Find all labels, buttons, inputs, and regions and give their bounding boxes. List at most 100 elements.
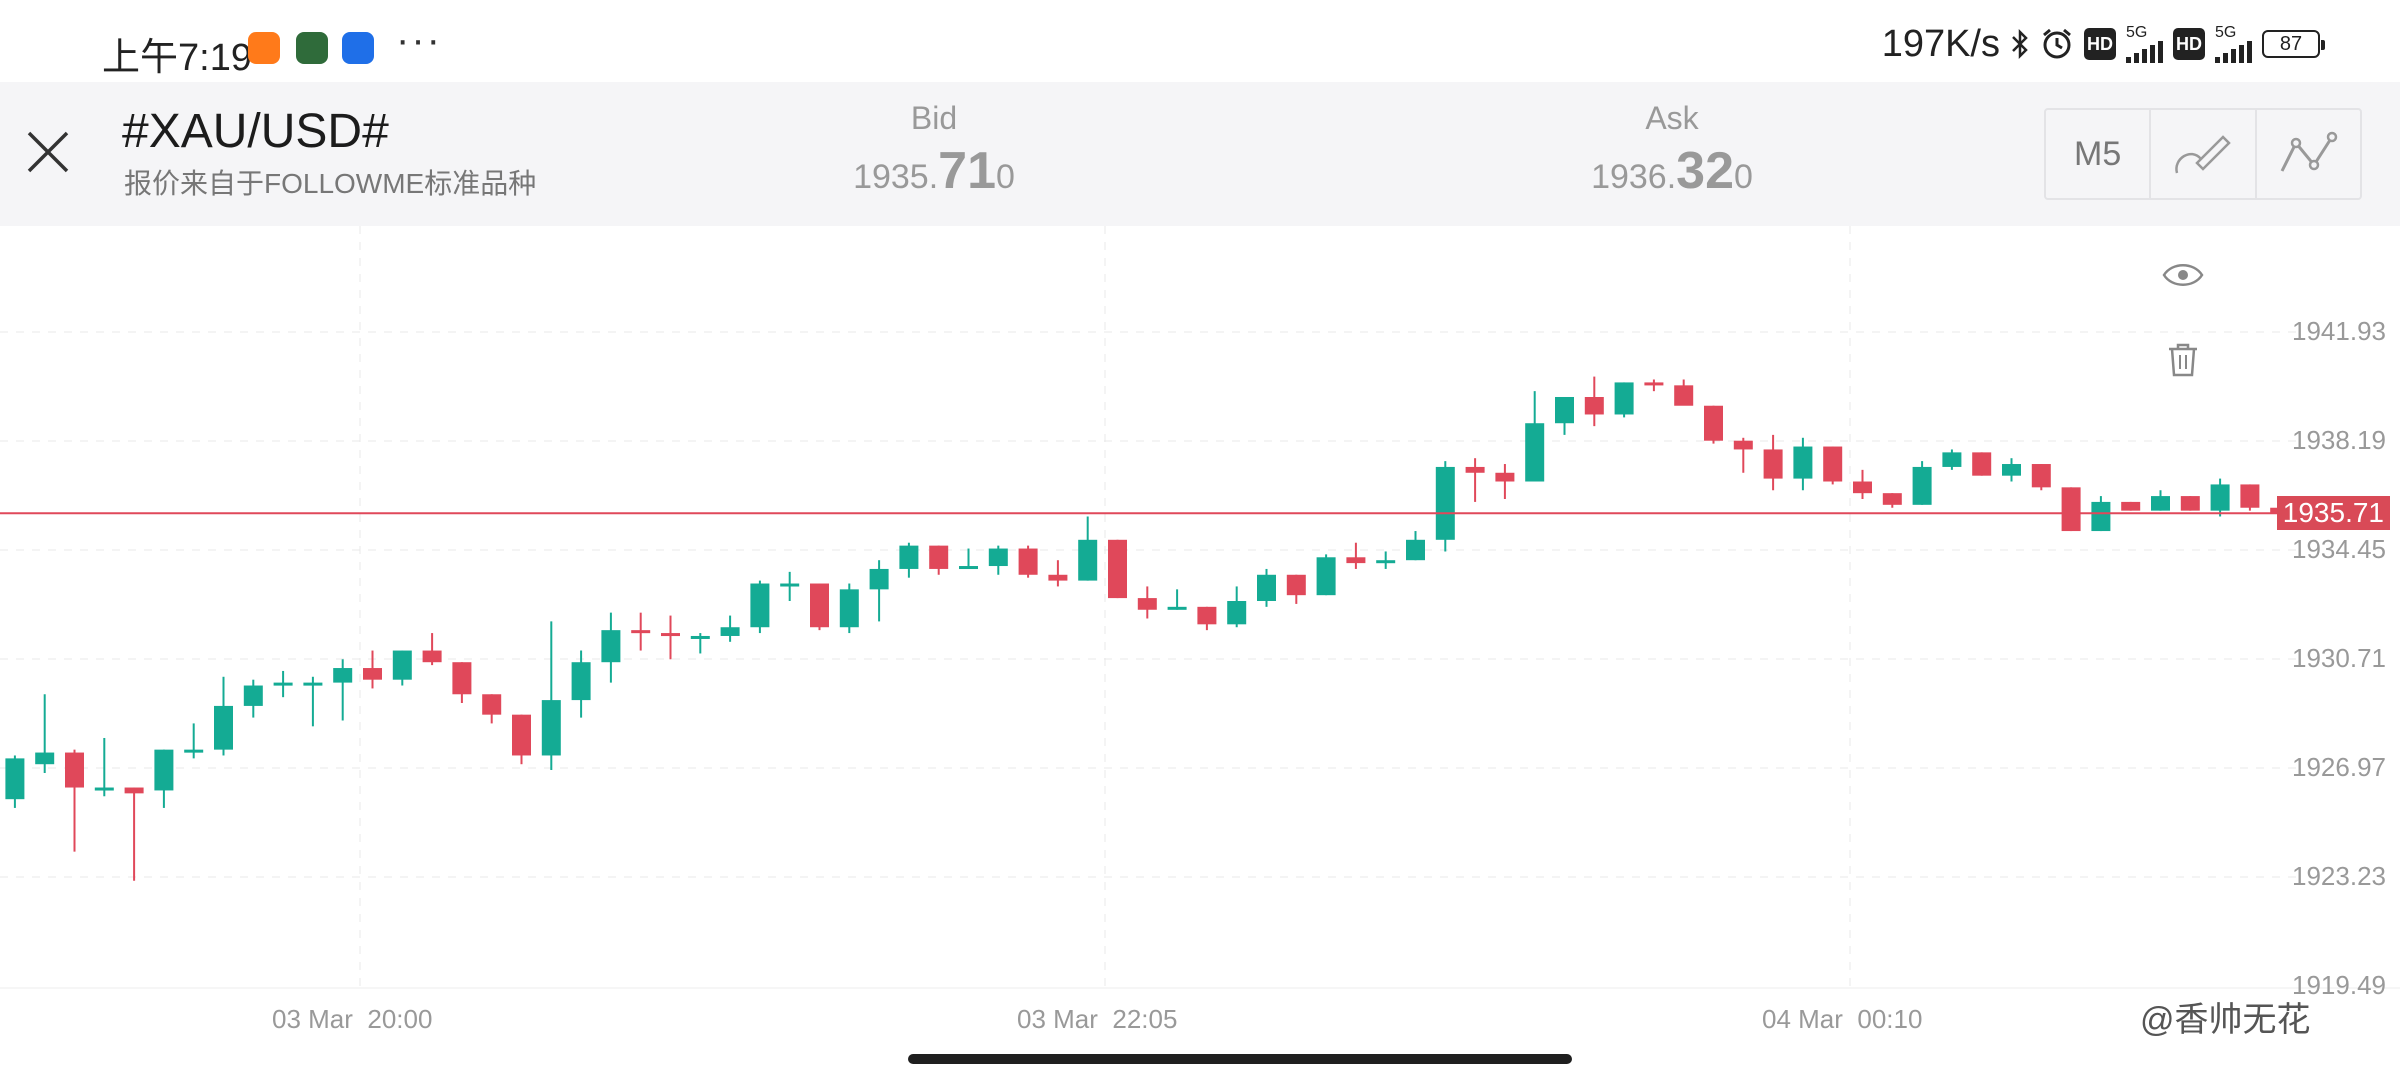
candle-body xyxy=(661,633,680,637)
timeframe-button[interactable]: M5 xyxy=(2046,110,2152,198)
current-price-tag: 1935.71 xyxy=(2276,496,2390,531)
status-bar: 上午7:19 ··· 197K/s HD 5G HD 5G 87 xyxy=(0,0,2400,80)
close-icon xyxy=(27,131,69,173)
bluetooth-icon xyxy=(2010,28,2030,60)
candle-body xyxy=(1733,440,1753,450)
candle-body xyxy=(512,714,531,756)
x-tick-label: 04 Mar 00:10 xyxy=(1762,1004,1923,1034)
candlestick-chart[interactable]: 1941.93 1938.19 1934.45 1930.71 1926.97 1923.… xyxy=(0,226,2400,1050)
y-tick-label: 1934.45 xyxy=(2292,534,2386,564)
signal-5g-icon-2: 5G xyxy=(2215,24,2252,63)
candle-body xyxy=(1406,539,1425,561)
y-tick-label: 1919.49 xyxy=(2292,970,2386,1000)
candle-body xyxy=(2002,464,2021,476)
visibility-toggle[interactable] xyxy=(2162,260,2204,295)
y-tick-label: 1938.19 xyxy=(2292,425,2386,455)
candle-body xyxy=(94,787,114,791)
candle-body xyxy=(1346,557,1366,564)
net-label-1: 5G xyxy=(2126,24,2148,41)
candle-body xyxy=(1167,606,1187,610)
home-indicator[interactable] xyxy=(908,1054,1572,1064)
hd-icon: HD xyxy=(2084,28,2116,60)
candle-body xyxy=(2121,501,2141,511)
ask-price-tail: 0 xyxy=(1734,158,1753,196)
candle-body xyxy=(2180,496,2200,511)
signal-5g-icon: 5G xyxy=(2126,24,2163,63)
candle-body xyxy=(810,583,829,628)
candle-body xyxy=(988,548,1008,567)
candle-body xyxy=(1197,606,1217,625)
ask-quote: Ask 1936.320 xyxy=(1522,100,1822,201)
close-button[interactable] xyxy=(18,122,78,182)
bid-quote: Bid 1935.710 xyxy=(784,100,1084,201)
candle-body xyxy=(2151,496,2170,511)
chart-canvas xyxy=(0,226,2400,989)
x-tick-label: 03 Mar 22:05 xyxy=(1017,1004,1178,1034)
quote-source: 报价来自于FOLLOWME标准品种 xyxy=(124,168,537,199)
candle-body xyxy=(1942,452,1962,467)
candle-body xyxy=(1793,446,1813,479)
candle-body xyxy=(571,662,591,701)
candle-body xyxy=(303,682,323,686)
y-tick-label: 1941.93 xyxy=(2292,316,2386,346)
candle-body xyxy=(720,627,740,636)
candle-body xyxy=(959,566,978,570)
candle-body xyxy=(839,589,859,628)
candle-body xyxy=(1108,539,1127,599)
candle-body xyxy=(1763,449,1783,479)
candle-body xyxy=(1435,466,1455,540)
net-label-2: 5G xyxy=(2215,24,2237,41)
delete-drawings-button[interactable] xyxy=(2166,342,2200,383)
ask-price-small: 1936. xyxy=(1591,158,1677,196)
candle-body xyxy=(452,662,472,695)
candle-body xyxy=(1555,396,1574,424)
ask-label: Ask xyxy=(1645,100,1699,136)
candle-body xyxy=(1584,396,1604,415)
hd-icon-2: HD xyxy=(2173,28,2205,60)
candle-body xyxy=(1823,446,1843,482)
watermark: @香帅无花 xyxy=(2140,1001,2311,1039)
y-tick-label: 1930.71 xyxy=(2292,643,2386,673)
bid-price-small: 1935. xyxy=(853,158,939,196)
candle-body xyxy=(1227,601,1247,625)
pen-draw-icon xyxy=(2175,135,2231,174)
symbol-title: #XAU/USD# xyxy=(122,105,389,158)
candle-body xyxy=(1912,466,1932,505)
candle-body xyxy=(631,630,651,634)
bid-price: 1935.710 xyxy=(784,141,1084,201)
eye-icon xyxy=(2162,264,2204,286)
candle-body xyxy=(65,752,84,788)
candle-body xyxy=(1644,382,1664,386)
candle-body xyxy=(1525,423,1545,482)
draw-tool-button[interactable] xyxy=(2151,110,2257,198)
status-right: 197K/s HD 5G HD 5G 87 xyxy=(1881,22,2325,65)
candle-body xyxy=(2210,484,2230,511)
candle-body xyxy=(1972,452,1992,476)
app-orange-icon xyxy=(248,32,280,64)
candle-body xyxy=(35,752,55,765)
indicator-button[interactable] xyxy=(2257,110,2360,198)
status-time: 上午7:19 xyxy=(102,37,252,79)
app-blue-icon xyxy=(342,32,374,64)
network-speed: 197K/s xyxy=(1881,22,2000,65)
candle-body xyxy=(899,545,919,569)
candle-body xyxy=(2240,484,2260,508)
candle-body xyxy=(690,635,710,639)
candle-body xyxy=(780,583,800,587)
y-tick-label: 1926.97 xyxy=(2292,752,2386,782)
candle-body xyxy=(482,694,502,715)
candle-body xyxy=(1137,598,1157,610)
battery-icon: 87 xyxy=(2262,30,2325,58)
candle-body xyxy=(1018,548,1038,575)
candle-body xyxy=(1048,574,1068,581)
chart-toolbar: M5 xyxy=(2044,108,2362,200)
candle-body xyxy=(929,545,949,569)
candle-body xyxy=(154,749,174,791)
y-tick-label: 1923.23 xyxy=(2292,861,2386,891)
candle-body xyxy=(2091,501,2111,532)
candle-body xyxy=(1614,382,1634,415)
candle-body xyxy=(1704,405,1723,441)
candle-body xyxy=(363,668,382,680)
bid-price-tail: 0 xyxy=(996,158,1015,196)
candle-body xyxy=(1376,560,1396,564)
